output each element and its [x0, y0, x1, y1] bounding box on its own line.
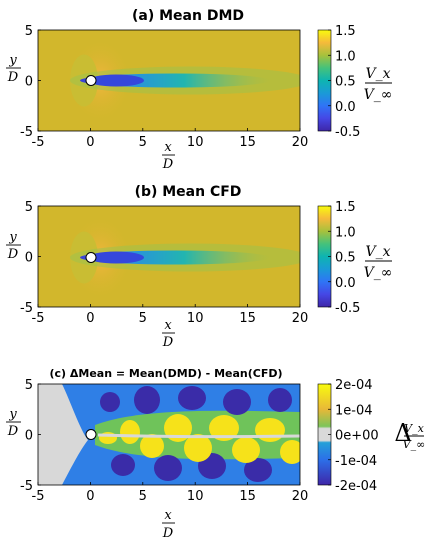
colorbar-tick-label: 1.5 [335, 200, 356, 215]
x-tick-label: 20 [292, 311, 309, 326]
y-tick-label: 5 [25, 200, 33, 215]
svg-text:V_x: V_x [365, 66, 390, 82]
panel-b: (b) Mean CFD -5 0 5 10 15 20 -5 0 5 x D y D -0.5… [6, 184, 392, 350]
svg-text:x: x [164, 508, 172, 523]
x-tick-label: 20 [292, 489, 309, 504]
panel-a-ylabel: y D [6, 53, 21, 85]
panel-c-title: (c) ΔMean = Mean(DMD) - Mean(CFD) [49, 367, 282, 380]
colorbar-tick-label: -1e-04 [335, 454, 377, 469]
svg-text:x: x [164, 140, 172, 155]
panel-a: (a) Mean DMD -5 0 5 10 15 20 -5 0 5 x D y D -0.5… [6, 8, 392, 172]
x-tick-label: 0 [86, 135, 94, 150]
x-tick-label: 5 [139, 135, 147, 150]
panel-b-colorbar-label: V_x V_∞ [364, 244, 393, 281]
panel-b-colorbar-ticks: -0.5 0.0 0.5 1.0 1.5 [328, 200, 360, 316]
y-tick-label: -5 [20, 479, 33, 494]
y-tick-label: 0 [25, 251, 33, 266]
panel-a-field [38, 30, 300, 131]
x-tick-label: 5 [139, 489, 147, 504]
panel-b-cylinder [85, 252, 97, 263]
svg-text:x: x [164, 318, 172, 333]
colorbar-tick-label: 0.0 [335, 100, 356, 115]
colorbar-tick-label: -0.5 [335, 125, 360, 140]
panel-b-ticks: -5 0 5 10 15 20 -5 0 5 [20, 200, 308, 326]
svg-text:D: D [162, 157, 174, 172]
svg-text:D: D [162, 526, 174, 541]
panel-c-colorbar-label: Δ V_x V_∞ [394, 419, 425, 451]
x-tick-label: 10 [187, 311, 204, 326]
svg-text:V_x: V_x [404, 422, 424, 435]
colorbar-tick-label: 0.5 [335, 75, 356, 90]
svg-text:y: y [8, 230, 17, 245]
svg-text:V_∞: V_∞ [364, 265, 393, 281]
panel-a-colorbar-label: V_x V_∞ [364, 66, 393, 103]
x-tick-label: 0 [86, 489, 94, 504]
svg-text:D: D [7, 424, 19, 439]
x-tick-label: -5 [32, 311, 45, 326]
colorbar-tick-label: 1.5 [335, 24, 356, 39]
colorbar-tick-label: 1e-04 [335, 403, 373, 418]
x-tick-label: 10 [187, 135, 204, 150]
panel-c-ylabel: y D [6, 407, 21, 439]
colorbar-tick-label: 2e-04 [335, 378, 373, 393]
panel-b-title: (b) Mean CFD [135, 184, 242, 200]
colorbar-tick-label: 0.5 [335, 251, 356, 266]
panel-b-ylabel: y D [6, 230, 21, 262]
panel-a-cylinder [85, 75, 97, 86]
svg-text:y: y [8, 407, 17, 422]
colorbar-tick-label: 0.0 [335, 276, 356, 291]
panel-c-xlabel: x D [162, 508, 175, 541]
x-tick-label: 0 [86, 311, 94, 326]
x-tick-label: 20 [292, 135, 309, 150]
svg-text:D: D [7, 70, 19, 85]
x-tick-label: 15 [239, 489, 256, 504]
y-tick-label: 0 [25, 75, 33, 90]
x-tick-label: -5 [32, 489, 45, 504]
svg-text:D: D [7, 247, 19, 262]
svg-text:y: y [8, 53, 17, 68]
panel-b-field [38, 206, 300, 307]
y-tick-label: 5 [25, 24, 33, 39]
panel-c-cylinder [85, 429, 97, 440]
x-tick-label: -5 [32, 135, 45, 150]
panel-c-field [38, 384, 300, 485]
panel-a-colorbar-ticks: -0.5 0.0 0.5 1.0 1.5 [328, 24, 360, 140]
panel-a-ticks: -5 0 5 10 15 20 -5 0 5 [20, 24, 308, 150]
panel-c: (c) ΔMean = Mean(DMD) - Mean(CFD) [6, 367, 425, 541]
y-tick-label: 0 [25, 429, 33, 444]
svg-text:D: D [162, 335, 174, 350]
panel-a-title: (a) Mean DMD [132, 8, 244, 24]
y-tick-label: -5 [20, 125, 33, 140]
colorbar-tick-label: -0.5 [335, 301, 360, 316]
colorbar-tick-label: -2e-04 [335, 479, 377, 494]
x-tick-label: 15 [239, 135, 256, 150]
colorbar-tick-label: 0e+00 [335, 429, 379, 444]
y-tick-label: 5 [25, 378, 33, 393]
panel-c-colorbar-ticks: -2e-04 -1e-04 0e+00 1e-04 2e-04 [328, 378, 379, 494]
x-tick-label: 15 [239, 311, 256, 326]
svg-text:Δ: Δ [394, 419, 411, 447]
svg-text:V_x: V_x [365, 244, 390, 260]
panel-a-xlabel: x D [162, 140, 175, 172]
svg-text:V_∞: V_∞ [364, 87, 393, 103]
x-tick-label: 10 [187, 489, 204, 504]
panel-c-ticks: -5 0 5 10 15 20 -5 0 5 [20, 378, 308, 504]
x-tick-label: 5 [139, 311, 147, 326]
panel-b-xlabel: x D [162, 318, 175, 350]
svg-text:V_∞: V_∞ [403, 438, 426, 451]
colorbar-tick-label: 1.0 [335, 49, 356, 64]
colorbar-tick-label: 1.0 [335, 225, 356, 240]
y-tick-label: -5 [20, 301, 33, 316]
